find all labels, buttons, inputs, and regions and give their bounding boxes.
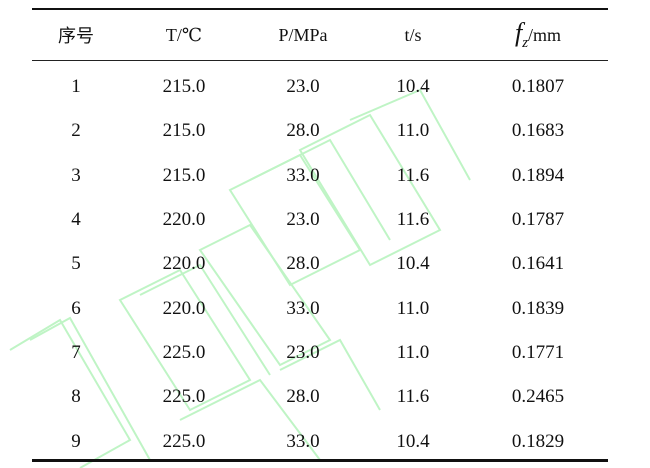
table-header-rule (32, 60, 608, 61)
cell-fz: 0.1771 (511, 341, 565, 363)
cell-time: 11.6 (396, 164, 430, 186)
table-row: 6 220.0 33.0 11.0 0.1839 (32, 286, 608, 330)
table-header-row: 序号 T/℃ P/MPa t/s fz/mm (32, 10, 608, 60)
cell-time: 10.4 (396, 253, 430, 275)
cell-fz: 0.1839 (511, 297, 565, 319)
cell-time: 11.0 (396, 341, 430, 363)
cell-temperature: 225.0 (162, 386, 206, 408)
header-time: t/s (404, 24, 422, 45)
cell-temperature: 220.0 (162, 209, 206, 231)
results-table: 序号 T/℃ P/MPa t/s fz/mm 1 215.0 23.0 10.4… (32, 8, 608, 464)
cell-temperature: 225.0 (162, 430, 206, 452)
cell-fz: 0.2465 (511, 386, 565, 408)
cell-fz: 0.1829 (511, 430, 565, 452)
cell-pressure: 23.0 (286, 341, 320, 363)
cell-index: 6 (71, 297, 81, 319)
table-row: 4 220.0 23.0 11.6 0.1787 (32, 198, 608, 242)
table-row: 9 225.0 33.0 10.4 0.1829 (32, 419, 608, 463)
table-row: 8 225.0 28.0 11.6 0.2465 (32, 375, 608, 419)
cell-temperature: 215.0 (162, 120, 206, 142)
cell-temperature: 215.0 (162, 164, 206, 186)
cell-pressure: 33.0 (286, 430, 320, 452)
cell-index: 4 (71, 209, 81, 231)
cell-temperature: 220.0 (162, 253, 206, 275)
cell-time: 10.4 (396, 430, 430, 452)
cell-fz: 0.1807 (511, 76, 565, 98)
cell-temperature: 225.0 (162, 341, 206, 363)
table-row: 5 220.0 28.0 10.4 0.1641 (32, 242, 608, 286)
header-fz-subscript: z (522, 35, 529, 51)
cell-time: 11.0 (396, 120, 430, 142)
table-row: 3 215.0 33.0 11.6 0.1894 (32, 154, 608, 198)
cell-time: 10.4 (396, 76, 430, 98)
cell-index: 7 (71, 341, 81, 363)
header-temperature: T/℃ (165, 24, 203, 45)
table-top-rule (32, 8, 608, 10)
cell-index: 2 (71, 120, 81, 142)
cell-pressure: 28.0 (286, 253, 320, 275)
table-row: 1 215.0 23.0 10.4 0.1807 (32, 65, 608, 109)
cell-fz: 0.1641 (511, 253, 565, 275)
table-row: 7 225.0 23.0 11.0 0.1771 (32, 331, 608, 375)
header-fz: fz/mm (468, 18, 608, 52)
header-fz-unit: /mm (528, 25, 562, 45)
cell-time: 11.6 (396, 386, 430, 408)
cell-index: 1 (71, 76, 81, 98)
table-bottom-rule (32, 459, 608, 462)
header-index: 序号 (58, 26, 94, 46)
cell-fz: 0.1894 (511, 164, 565, 186)
cell-pressure: 28.0 (286, 120, 320, 142)
cell-index: 5 (71, 253, 81, 275)
cell-pressure: 23.0 (286, 209, 320, 231)
cell-temperature: 220.0 (162, 297, 206, 319)
table-row: 2 215.0 28.0 11.0 0.1683 (32, 109, 608, 153)
table-body: 1 215.0 23.0 10.4 0.1807 2 215.0 28.0 11… (32, 61, 608, 464)
cell-index: 8 (71, 386, 81, 408)
cell-time: 11.6 (396, 209, 430, 231)
header-pressure: P/MPa (278, 24, 328, 45)
cell-index: 3 (71, 164, 81, 186)
cell-pressure: 23.0 (286, 76, 320, 98)
cell-fz: 0.1683 (511, 120, 565, 142)
cell-fz: 0.1787 (511, 209, 565, 231)
header-fz-symbol: f (514, 18, 523, 47)
cell-temperature: 215.0 (162, 76, 206, 98)
cell-time: 11.0 (396, 297, 430, 319)
cell-pressure: 33.0 (286, 164, 320, 186)
cell-pressure: 33.0 (286, 297, 320, 319)
cell-index: 9 (71, 430, 81, 452)
cell-pressure: 28.0 (286, 386, 320, 408)
